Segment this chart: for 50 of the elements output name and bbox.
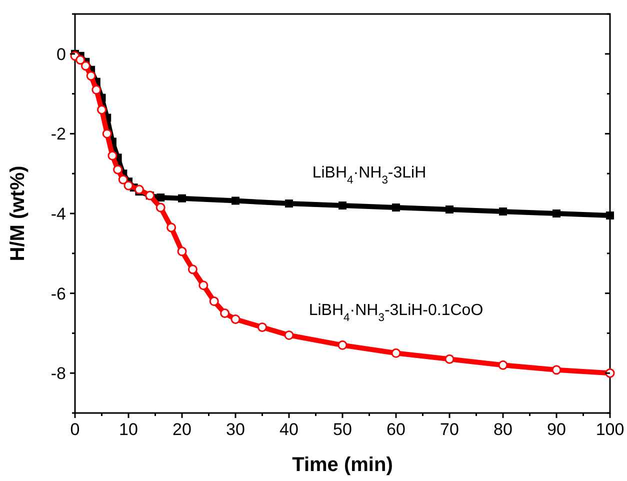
point (198, 280, 208, 290)
y-axis-title: H/M (wt%) (7, 166, 29, 262)
point (552, 365, 562, 375)
y-tick-label: 0 (56, 44, 66, 64)
point (498, 360, 508, 370)
x-tick-label: 70 (440, 420, 459, 439)
x-tick-label: 90 (547, 420, 566, 439)
y-tick-label: -8 (50, 364, 66, 384)
point (166, 222, 176, 232)
point (113, 164, 123, 174)
x-tick-label: 80 (494, 420, 512, 439)
x-tick-label: 10 (119, 420, 138, 439)
point (605, 368, 615, 378)
x-tick-label: 30 (226, 420, 245, 439)
point (108, 150, 118, 160)
x-tick-label: 100 (596, 420, 624, 439)
point (134, 184, 144, 194)
x-tick-label: 60 (386, 420, 406, 439)
point (124, 180, 134, 190)
point (92, 85, 102, 95)
x-axis-title: Time (min) (292, 454, 393, 476)
point (76, 55, 86, 65)
point (220, 308, 230, 318)
x-tick-label: 20 (172, 420, 192, 439)
point (80, 61, 90, 71)
point (230, 314, 240, 324)
point (177, 246, 187, 256)
point (284, 330, 294, 340)
point (86, 71, 96, 81)
series-label: LiBH$_{4}$·NH$_{3}$-3LiH (312, 164, 426, 187)
series-label: LiBH$_{4}$·NH$_{3}$-3LiH-0.1CoO (308, 302, 484, 324)
x-tick-label: 50 (333, 420, 352, 439)
point (156, 194, 165, 202)
x-tick-label: 40 (280, 420, 298, 439)
point (97, 105, 106, 115)
point (209, 296, 219, 306)
point (232, 196, 240, 205)
y-tick-label: -6 (50, 284, 66, 304)
point (338, 340, 348, 350)
point (102, 128, 112, 138)
point (391, 348, 401, 358)
point (118, 174, 128, 184)
point (606, 211, 614, 220)
point (188, 264, 198, 274)
point (156, 202, 166, 212)
x-tick-label: 0 (70, 420, 80, 439)
point (444, 354, 454, 364)
y-tick-label: -2 (50, 124, 66, 144)
y-tick-label: -4 (50, 204, 66, 224)
point (258, 322, 267, 332)
